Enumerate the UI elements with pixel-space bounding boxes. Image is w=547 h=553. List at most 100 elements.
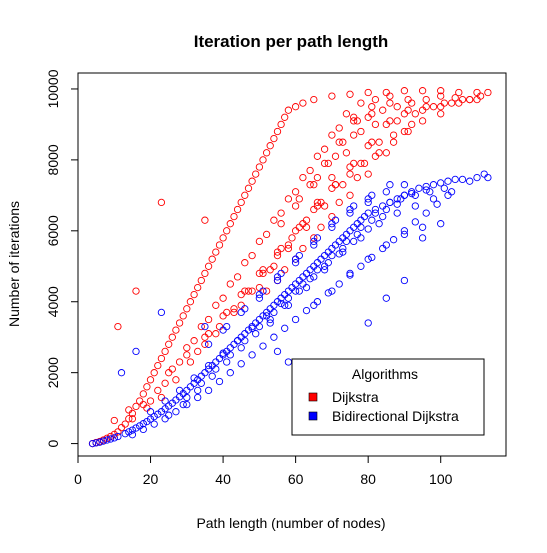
- data-point: [262, 230, 271, 239]
- data-point: [197, 276, 205, 285]
- data-point: [400, 191, 409, 199]
- data-point: [277, 120, 285, 129]
- data-point: [400, 227, 409, 235]
- data-point: [455, 99, 463, 107]
- legend-swatch-bidirectional: [308, 411, 318, 421]
- data-point: [437, 92, 445, 100]
- data-point: [404, 106, 412, 114]
- data-point: [226, 351, 234, 359]
- data-point: [476, 92, 485, 100]
- points-layer: [88, 87, 492, 448]
- data-point: [328, 212, 336, 221]
- data-point: [440, 184, 448, 192]
- data-point: [117, 423, 126, 432]
- data-point: [342, 110, 351, 118]
- legend: Algorithms Dijkstra Bidirectional Dijkst…: [291, 358, 485, 436]
- data-point: [360, 212, 369, 221]
- data-point: [393, 200, 401, 208]
- data-point: [382, 294, 390, 302]
- data-point: [201, 269, 209, 278]
- data-point: [324, 259, 332, 267]
- data-point: [437, 220, 445, 228]
- data-point: [161, 347, 169, 356]
- data-point: [201, 333, 209, 341]
- data-point: [237, 360, 245, 368]
- data-point: [186, 298, 195, 306]
- data-point: [223, 358, 231, 366]
- data-point: [273, 347, 282, 356]
- data-point: [310, 181, 318, 189]
- data-point: [183, 351, 191, 359]
- data-point: [248, 324, 256, 332]
- data-point: [291, 188, 300, 196]
- data-point: [382, 188, 390, 196]
- data-point: [273, 127, 282, 136]
- data-point: [168, 333, 176, 341]
- data-point: [302, 283, 311, 292]
- data-point: [241, 330, 249, 338]
- data-point: [404, 95, 412, 104]
- data-point: [284, 294, 293, 302]
- data-point: [328, 287, 336, 295]
- data-point: [125, 406, 133, 414]
- data-point: [368, 216, 376, 224]
- data-point: [204, 330, 213, 338]
- data-point: [281, 290, 289, 299]
- data-point: [429, 195, 438, 203]
- data-point: [219, 326, 227, 334]
- data-point: [288, 283, 296, 292]
- y-tick-label: 10000: [45, 69, 61, 108]
- data-point: [190, 374, 198, 382]
- data-point: [389, 131, 398, 139]
- data-point: [375, 149, 383, 157]
- data-point: [237, 333, 245, 341]
- data-point: [168, 365, 176, 373]
- data-point: [284, 195, 293, 203]
- data-point: [429, 181, 438, 189]
- data-point: [212, 301, 220, 309]
- data-point: [277, 299, 285, 308]
- data-point: [306, 166, 314, 175]
- data-point: [139, 425, 147, 434]
- data-point: [437, 179, 445, 187]
- data-point: [154, 386, 162, 395]
- data-point: [204, 262, 213, 270]
- data-point: [371, 152, 380, 160]
- x-axis-label: Path length (number of nodes): [196, 515, 385, 531]
- data-point: [223, 227, 231, 235]
- data-point: [364, 113, 372, 121]
- data-point: [136, 397, 144, 405]
- data-point: [186, 358, 195, 366]
- data-point: [291, 280, 300, 288]
- data-point: [313, 173, 322, 182]
- data-point: [252, 170, 260, 178]
- chart-title: Iteration per path length: [194, 32, 389, 51]
- data-point: [230, 305, 238, 313]
- data-point: [335, 280, 343, 288]
- data-point: [346, 209, 354, 217]
- data-point: [440, 99, 448, 107]
- data-point: [110, 416, 118, 425]
- data-point: [400, 127, 409, 136]
- data-point: [382, 241, 390, 249]
- data-point: [382, 88, 390, 97]
- data-point: [270, 301, 278, 309]
- data-point: [393, 117, 401, 125]
- data-point: [139, 400, 147, 409]
- data-point: [350, 202, 358, 210]
- data-point: [357, 99, 365, 107]
- data-point: [88, 439, 97, 448]
- legend-entry-bidirectional: Bidirectional Dijkstra: [332, 408, 459, 424]
- data-point: [313, 266, 322, 274]
- data-point: [277, 244, 285, 253]
- data-point: [197, 379, 205, 387]
- data-point: [273, 251, 282, 260]
- data-point: [451, 175, 459, 184]
- data-point: [157, 308, 166, 317]
- data-point: [324, 248, 332, 256]
- data-point: [320, 266, 329, 274]
- data-point: [360, 159, 369, 168]
- data-point: [233, 205, 242, 214]
- data-point: [299, 280, 307, 288]
